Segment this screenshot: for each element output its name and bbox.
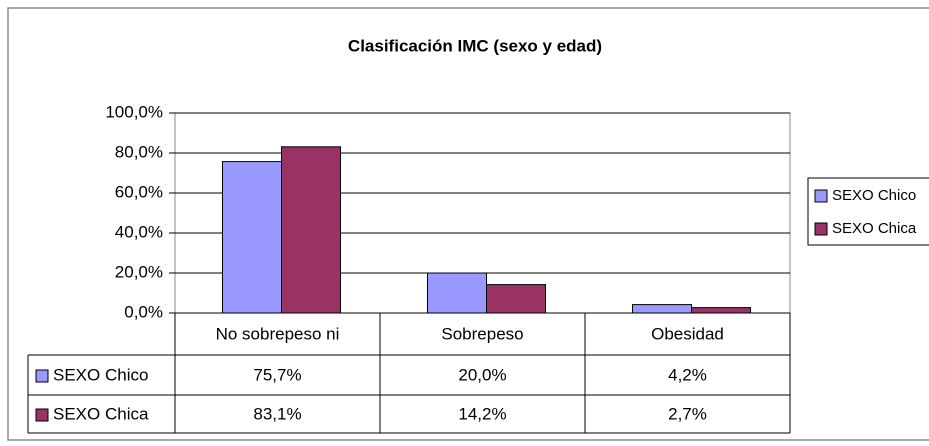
x-tick-label: Obesidad [651, 324, 724, 343]
data-label: 14,2% [458, 404, 506, 423]
bar [691, 307, 751, 314]
legend-box [807, 177, 929, 246]
y-tick-label: 60,0% [115, 182, 163, 201]
table-row-label: SEXO Chico [53, 365, 148, 384]
chart-title: Clasificación IMC (sexo y edad) [348, 36, 602, 55]
data-label: 83,1% [253, 404, 301, 423]
table-row-label: SEXO Chica [53, 404, 149, 423]
legend-label: SEXO Chico [832, 187, 916, 204]
data-label: 20,0% [458, 365, 506, 384]
legend-key [814, 189, 828, 203]
bar [222, 161, 282, 314]
y-tick-label: 40,0% [115, 222, 163, 241]
x-tick-label: No sobrepeso ni [216, 324, 340, 343]
legend-label: SEXO Chica [832, 220, 917, 237]
legend-key [814, 222, 828, 236]
y-tick-label: 20,0% [115, 262, 163, 281]
data-label: 4,2% [668, 365, 707, 384]
y-tick-label: 0,0% [124, 302, 163, 321]
y-tick-label: 100,0% [105, 102, 163, 121]
bar [486, 284, 546, 314]
bar [281, 146, 341, 314]
table-legend-key [35, 369, 49, 383]
y-tick-label: 80,0% [115, 142, 163, 161]
x-tick-label: Sobrepeso [441, 324, 523, 343]
table-legend-key [35, 408, 49, 422]
bar [632, 304, 692, 314]
data-label: 75,7% [253, 365, 301, 384]
data-label: 2,7% [668, 404, 707, 423]
bar [427, 272, 487, 314]
